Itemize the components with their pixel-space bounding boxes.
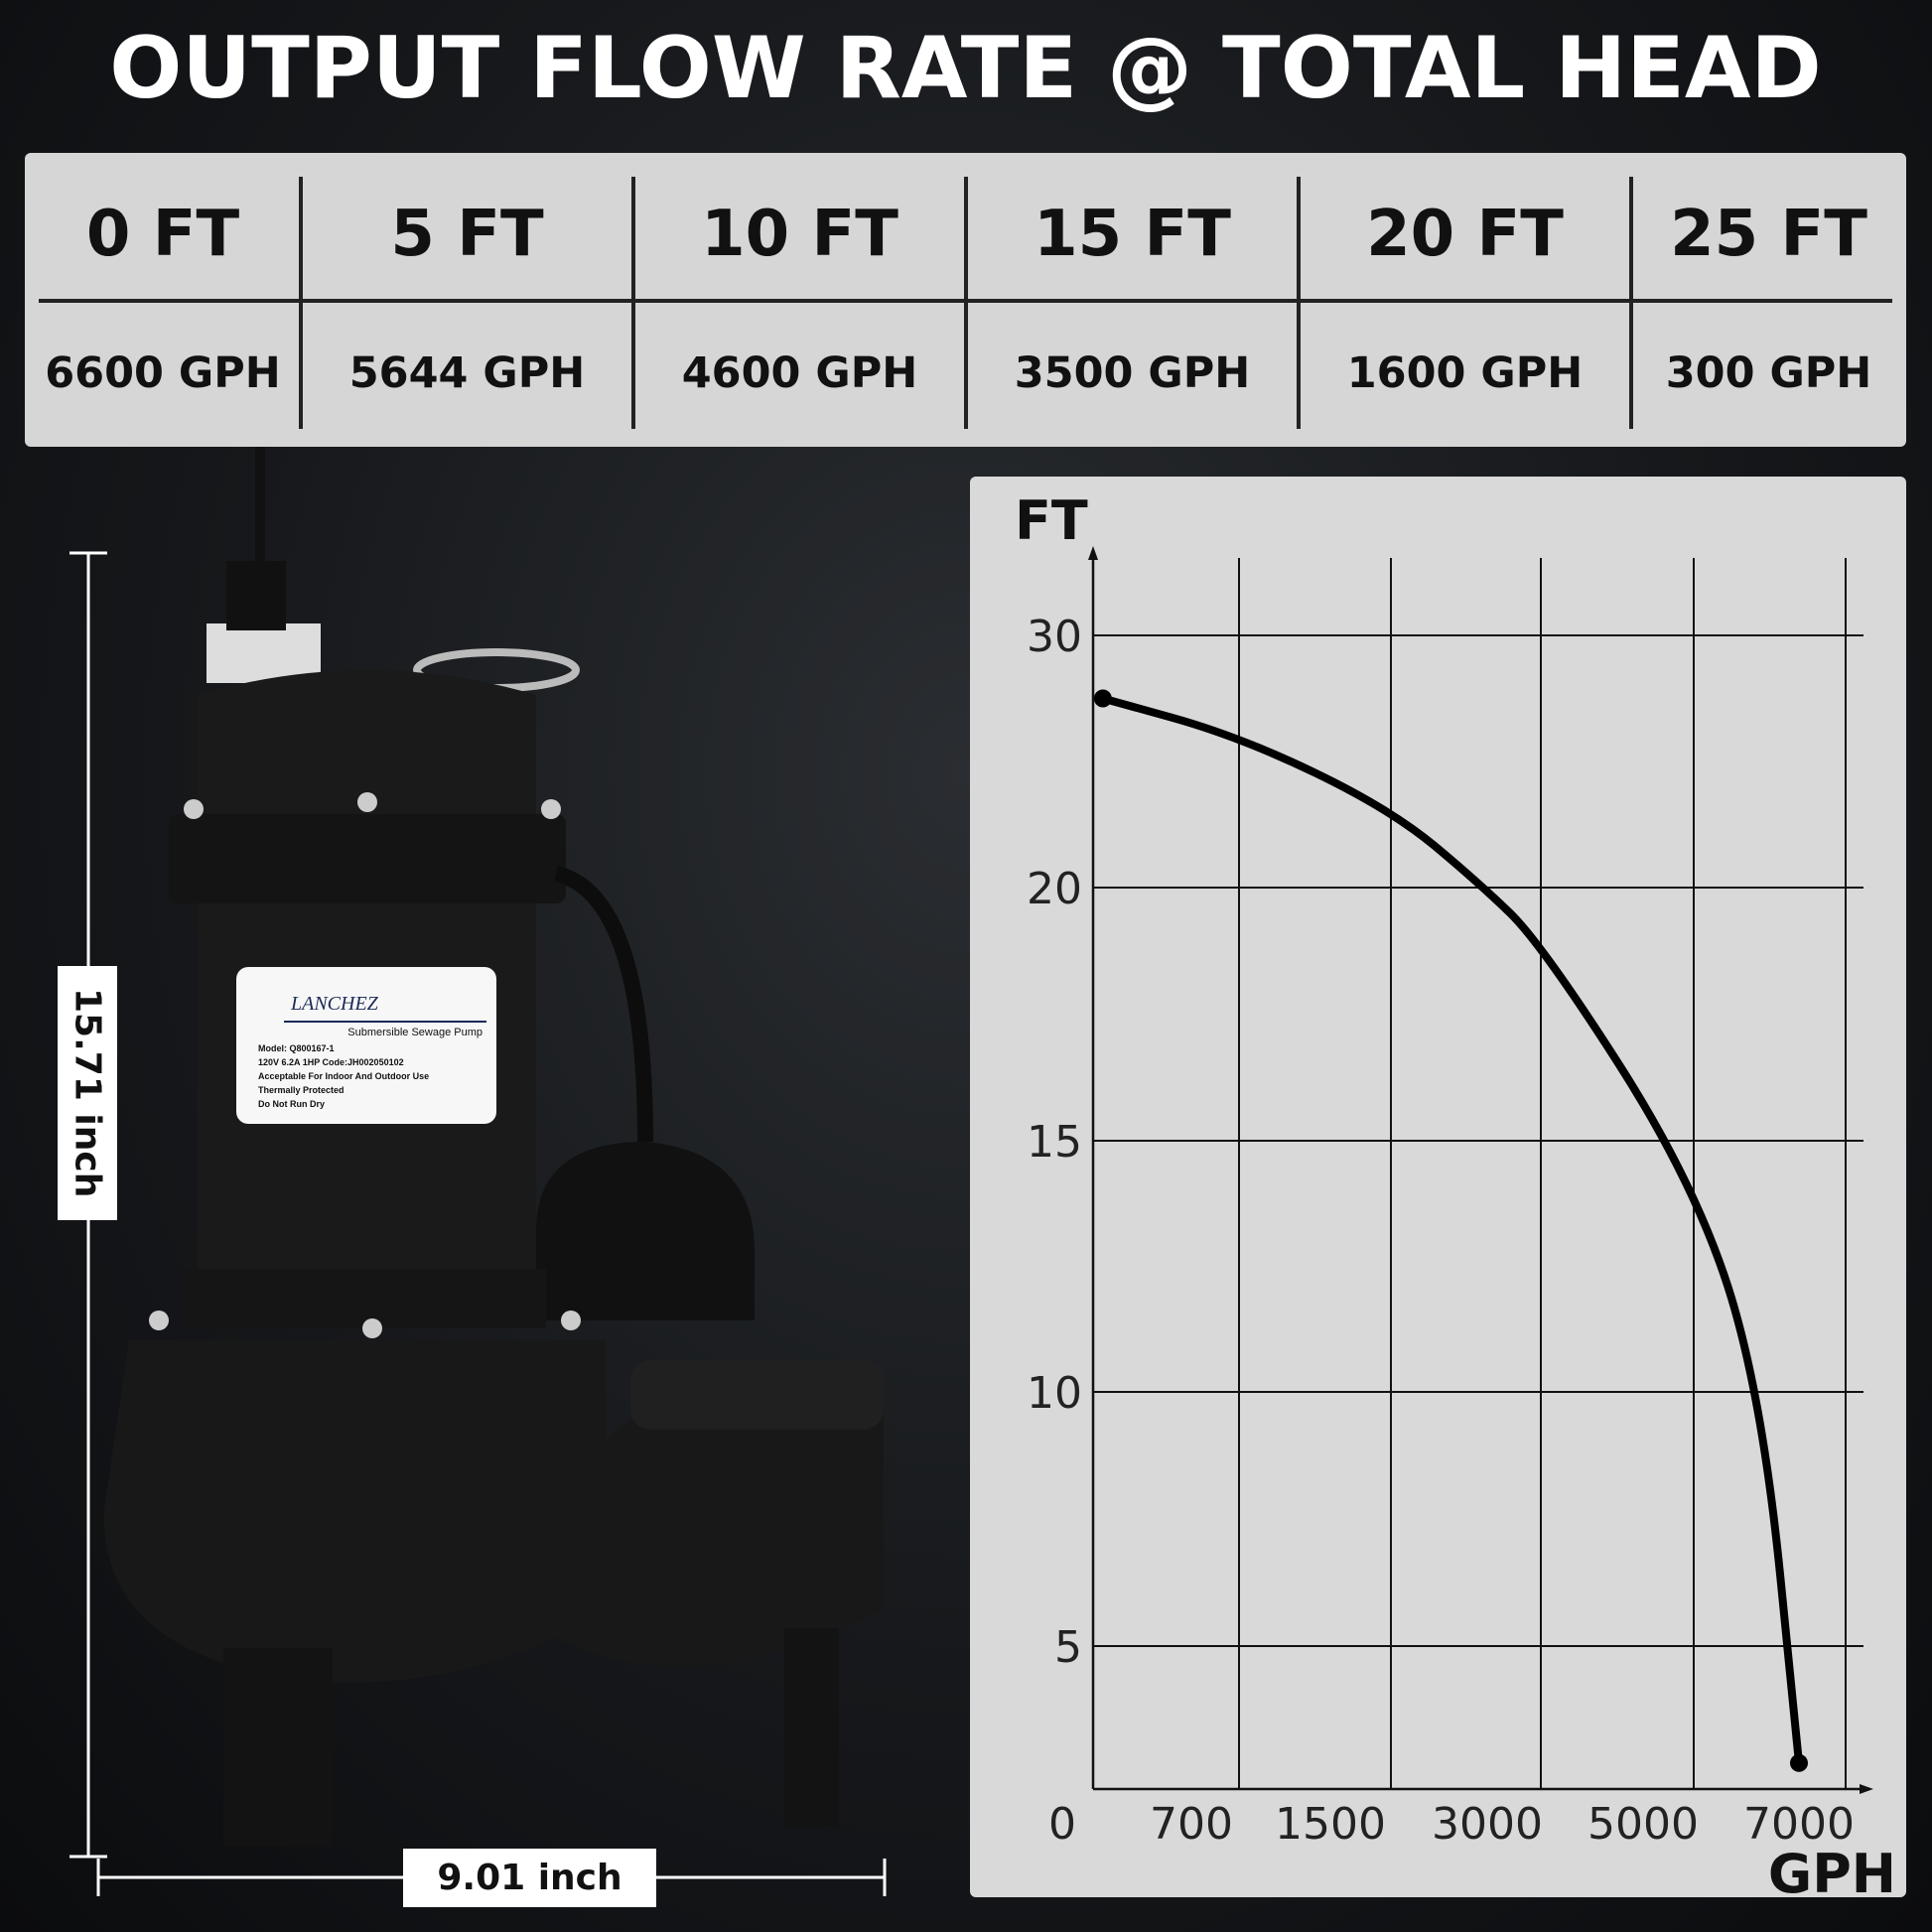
label-line: Acceptable For Indoor And Outdoor Use bbox=[258, 1071, 430, 1081]
head-header: 5 FT bbox=[390, 198, 544, 271]
product-label: LANCHEZ Submersible Sewage Pump Model: Q… bbox=[236, 967, 496, 1124]
width-value: 9.01 inch bbox=[437, 1858, 622, 1898]
x-tick-label: 5000 bbox=[1587, 1799, 1699, 1850]
product-name: Submersible Sewage Pump bbox=[347, 1027, 483, 1038]
cable-cap bbox=[207, 623, 321, 683]
flow-value: 300 GPH bbox=[1665, 348, 1872, 398]
head-header: 15 FT bbox=[1034, 198, 1231, 271]
y-tick-label: 10 bbox=[1027, 1368, 1082, 1419]
height-dimension: 15.71 inch bbox=[58, 966, 117, 1220]
x-tick-label: 7000 bbox=[1743, 1799, 1855, 1850]
performance-curve bbox=[1098, 694, 1803, 1767]
x-axis-title: GPH bbox=[1768, 1843, 1896, 1905]
head-header: 10 FT bbox=[701, 198, 898, 271]
chart-panel bbox=[970, 477, 1906, 1897]
head-header: 0 FT bbox=[85, 198, 240, 271]
x-tick-label: 1500 bbox=[1275, 1799, 1386, 1850]
y-tick-label: 30 bbox=[1027, 612, 1082, 662]
column-divider bbox=[631, 177, 635, 429]
column-divider bbox=[1297, 177, 1301, 429]
label-line: Thermally Protected bbox=[258, 1085, 345, 1095]
label-line: Do Not Run Dry bbox=[258, 1099, 325, 1109]
y-tick-label: 5 bbox=[1054, 1622, 1082, 1673]
flow-value: 6600 GPH bbox=[45, 348, 281, 398]
flow-value: 1600 GPH bbox=[1346, 348, 1584, 398]
y-axis-arrow bbox=[1088, 546, 1098, 560]
curve-endpoint bbox=[1093, 689, 1112, 708]
x-tick-label: 700 bbox=[1150, 1799, 1233, 1850]
x-axis-arrow bbox=[1860, 1784, 1873, 1794]
head-header: 20 FT bbox=[1366, 198, 1564, 271]
label-line: 120V 6.2A 1HP Code:JH002050102 bbox=[258, 1057, 404, 1067]
y-tick-label: 20 bbox=[1027, 864, 1082, 914]
flow-rate-table: 0 FT 6600 GPH 5 FT 5644 GPH 10 FT 4600 GPH 15 … bbox=[25, 153, 1906, 447]
curve-endpoint bbox=[1790, 1753, 1808, 1772]
width-dimension: 9.01 inch bbox=[403, 1849, 656, 1907]
flow-value: 3500 GPH bbox=[1014, 348, 1251, 398]
flow-value: 5644 GPH bbox=[348, 348, 586, 398]
page-title: OUTPUT FLOW RATE @ TOTAL HEAD bbox=[109, 19, 1822, 118]
y-axis-title: FT bbox=[1015, 489, 1088, 552]
column-divider bbox=[1629, 177, 1633, 429]
height-value: 15.71 inch bbox=[67, 988, 108, 1198]
column-divider bbox=[299, 177, 303, 429]
float-switch bbox=[536, 1142, 755, 1320]
flow-value: 4600 GPH bbox=[681, 348, 918, 398]
column-divider bbox=[964, 177, 968, 429]
label-line: Model: Q800167-1 bbox=[258, 1043, 335, 1053]
x-tick-label: 3000 bbox=[1432, 1799, 1543, 1850]
head-header: 25 FT bbox=[1670, 198, 1867, 271]
y-tick-label: 15 bbox=[1027, 1117, 1082, 1168]
x-tick-label: 0 bbox=[1048, 1799, 1076, 1850]
brand-logo: LANCHEZ bbox=[291, 993, 378, 1015]
label-rule bbox=[284, 1021, 486, 1023]
